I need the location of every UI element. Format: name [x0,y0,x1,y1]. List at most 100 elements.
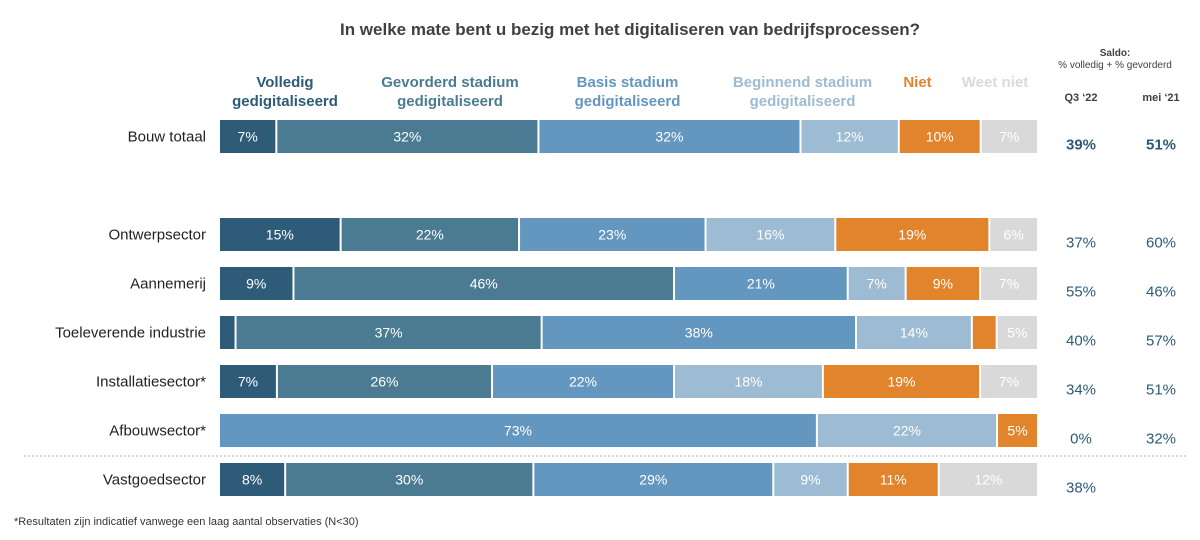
bar-data-label: 10% [926,129,954,145]
bar-segment [542,316,855,349]
bar-segment [972,316,996,349]
bar-data-label: 9% [800,472,820,488]
bar-segment [220,316,235,349]
legend-label-line1: Gevorderd stadium [381,74,519,91]
bar-data-label: 7% [238,129,258,145]
bar-data-label: 7% [238,374,258,390]
bar-segment [220,267,293,300]
bar-segment [277,120,538,153]
saldo-q3-22-value: 0% [1070,431,1092,448]
bar-segment [220,120,276,153]
bar-segment [990,218,1037,251]
legend-label-line2: gedigitaliseerd [397,93,503,110]
bar-segment [534,463,773,496]
bar-data-label: 37% [375,325,403,341]
bar-segment [817,414,997,447]
bar-data-label: 22% [416,227,444,243]
bar-data-label: 26% [370,374,398,390]
bar-data-label: 7% [999,374,1019,390]
bar-segment [236,316,541,349]
legend-label-line1: Basis stadium [576,74,679,91]
bar-data-label: 12% [836,129,864,145]
saldo-mei-21-value: 57% [1146,333,1176,350]
bar-segment [220,365,276,398]
bar-data-label: 73% [504,423,532,439]
saldo-q3-22-value: 34% [1066,382,1096,399]
bar-data-label: 38% [685,325,713,341]
bar-data-label: 18% [734,374,762,390]
bar-data-label: 7% [999,129,1019,145]
bar-data-label: 19% [898,227,926,243]
legend-label-line1: Volledig [256,74,314,91]
bar-data-label: 7% [867,276,887,292]
legend-basis: Basis stadium gedigitaliseerd [545,73,710,111]
saldo-q3-22-value: 55% [1066,284,1096,301]
bar-data-label: 14% [900,325,928,341]
bar-data-label: 11% [880,472,907,488]
saldo-mei-21-value: 60% [1146,235,1176,252]
bar-data-label: 22% [569,374,597,390]
legend-label-line1: Beginnend stadium [732,74,873,91]
legend-volledig: Volledig gedigitaliseerd [220,73,350,111]
bar-segment [520,218,705,251]
legend-beginnend: Beginnend stadium gedigitaliseerd [715,73,890,111]
bar-data-label: 8% [242,472,262,488]
bar-segment [823,365,980,398]
bar-data-label: 32% [393,129,421,145]
saldo-q3-22-value: 38% [1066,480,1096,497]
legend-label-line1: Niet [903,74,932,91]
bar-segment [981,365,1037,398]
saldo-q3-22-value: 37% [1066,235,1096,252]
bar-segment [997,316,1037,349]
bar-data-label: 29% [639,472,667,488]
legend-gevorderd: Gevorderd stadium gedigitaliseerd [360,73,540,111]
legend-label-line2: gedigitaliseerd [232,93,338,110]
saldo-col-mei-21: mei ‘21 [1142,92,1180,104]
bar-data-label: 16% [756,227,784,243]
bar-data-label: 23% [598,227,626,243]
category-label: Bouw totaal [128,129,206,146]
bar-data-label: 32% [655,129,683,145]
bar-data-label: 9% [933,276,953,292]
bar-segment [706,218,835,251]
bar-segment [848,463,938,496]
category-label: Toeleverende industrie [55,325,206,342]
saldo-q3-22-value: 40% [1066,333,1096,350]
bar-segment [294,267,673,300]
saldo-title: Saldo: % volledig + % gevorderd [1050,48,1180,72]
saldo-mei-21-value: 51% [1146,137,1176,154]
bar-segment [848,267,905,300]
bar-segment [220,218,340,251]
legend-label-line2: gedigitaliseerd [574,93,681,110]
bar-segment [675,365,822,398]
bar-data-label: 12% [974,472,1002,488]
bar-segment [836,218,989,251]
bar-data-label: 5% [1007,423,1027,439]
bar-segment [801,120,898,153]
bar-segment [220,414,816,447]
bar-data-label: 21% [747,276,775,292]
category-label: Vastgoedsector [103,472,206,489]
bar-segment [906,267,980,300]
bar-data-label: 22% [893,423,921,439]
bar-segment [341,218,519,251]
bar-segment [220,463,285,496]
bar-data-label: 46% [470,276,498,292]
legend-label-line2: gedigitaliseerd [749,93,856,110]
category-label: Afbouwsector* [109,423,206,440]
category-label: Ontwerpsector [108,227,206,244]
bar-data-label: 19% [887,374,915,390]
legend-weet-niet: Weet niet [950,73,1040,92]
bar-segment [899,120,980,153]
bar-segment [981,267,1037,300]
saldo-subheading: % volledig + % gevorderd [1058,60,1172,71]
footnote: *Resultaten zijn indicatief vanwege een … [14,516,359,528]
category-label: Aannemerij [130,276,206,293]
bar-segment [857,316,971,349]
saldo-q3-22-value: 39% [1066,137,1096,154]
bar-segment [493,365,673,398]
category-label: Installatiesector* [96,374,206,391]
bar-data-label: 9% [246,276,266,292]
bar-segment [277,365,491,398]
